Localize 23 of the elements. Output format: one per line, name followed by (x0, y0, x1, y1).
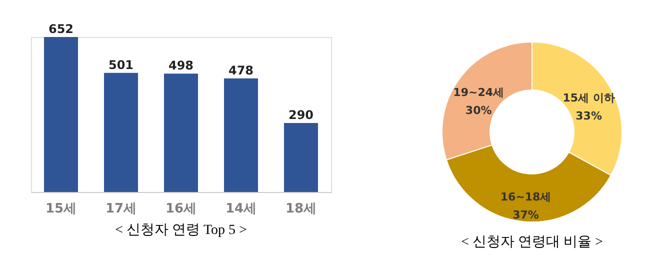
data-label: 30% (465, 104, 492, 118)
data-label: 478 (228, 63, 254, 78)
bar (164, 74, 198, 192)
bar (284, 123, 318, 192)
x-tick-label: 18세 (285, 202, 317, 216)
data-label: 33% (576, 109, 602, 122)
x-tick-label: 15세 (45, 202, 77, 216)
data-label: 498 (168, 58, 194, 73)
data-label: 290 (288, 108, 314, 122)
bar (224, 78, 258, 192)
data-label: 37% (512, 208, 539, 222)
data-label: 652 (48, 22, 74, 36)
bar (44, 37, 78, 192)
x-tick-label: 16세 (165, 202, 197, 216)
text: < 신청자 연령 Top 5 > (115, 223, 248, 238)
x-tick-label: 14세 (225, 202, 257, 216)
slice-label: 19~24세 (453, 86, 504, 100)
text: < 신청자 연령대 비율 > (461, 235, 603, 250)
data-label: 501 (108, 58, 134, 72)
slice-label: 15세 이하 (562, 91, 615, 104)
bar (104, 72, 138, 192)
slice-label: 16~18세 (500, 190, 552, 204)
x-tick-label: 17세 (105, 202, 137, 216)
